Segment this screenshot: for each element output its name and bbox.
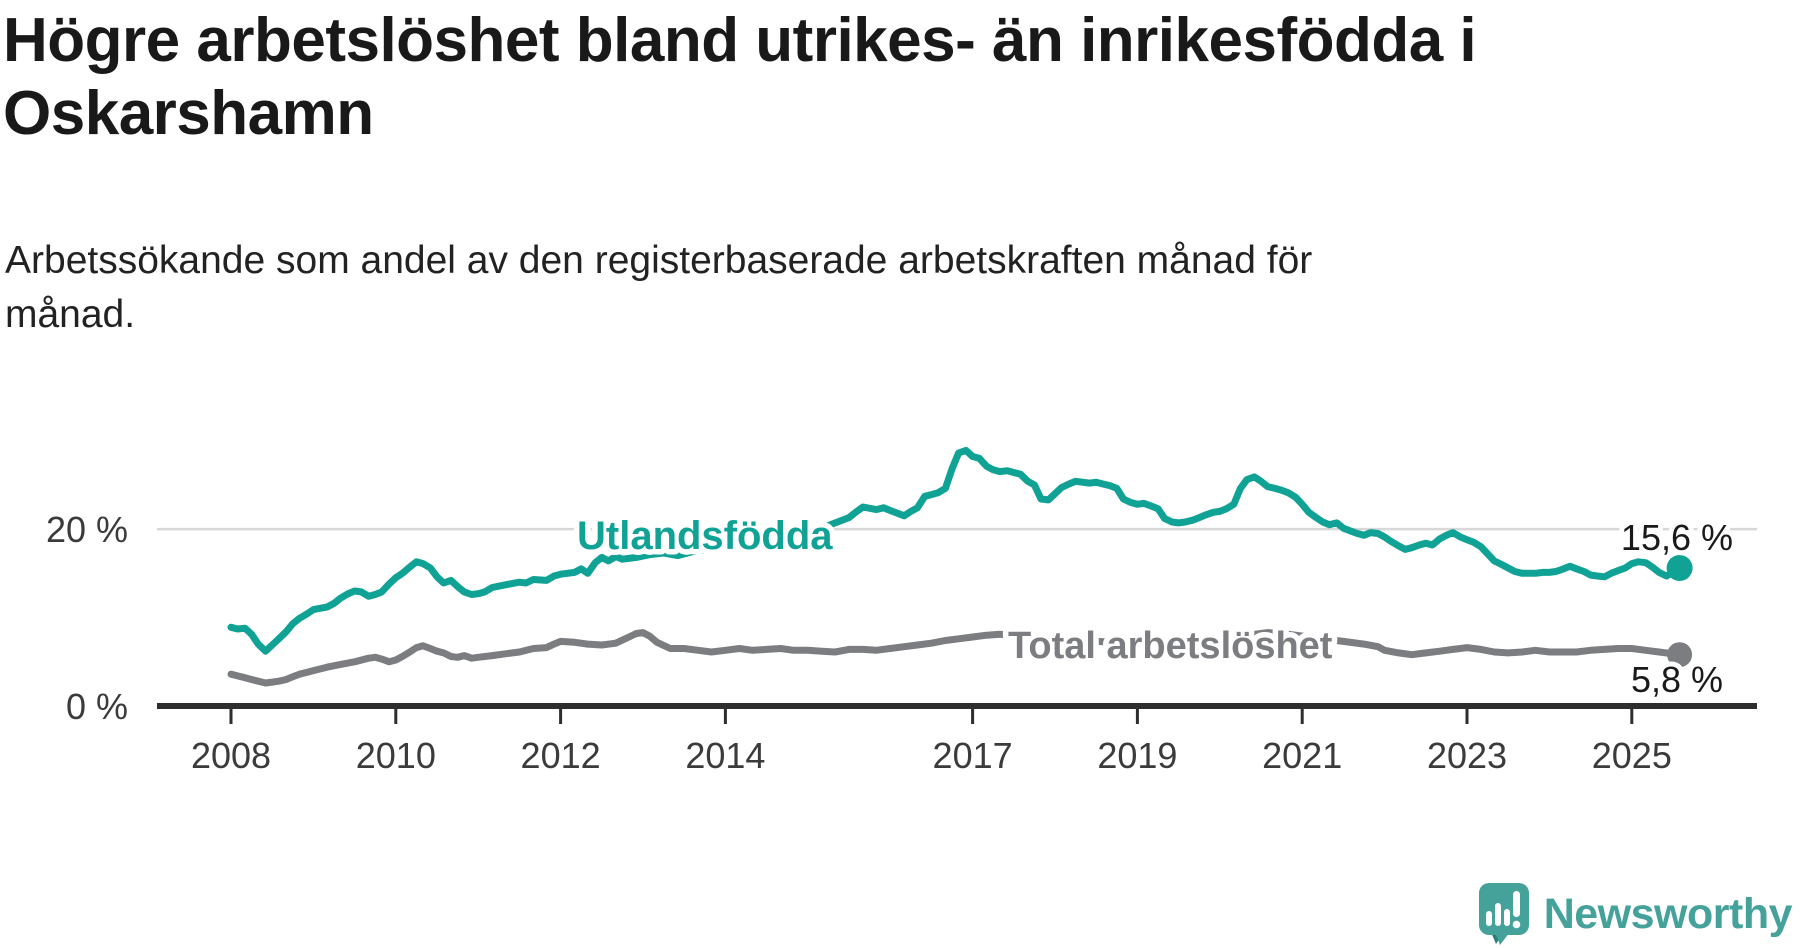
line-series-1 — [227, 629, 1684, 687]
chart-subtitle-line-1: Arbetssökande som andel av den registerb… — [5, 239, 1313, 282]
y-tick-label-20: 20 % — [46, 509, 128, 550]
newsworthy-wordmark: Newsworthy — [1543, 890, 1793, 938]
x-tick-label-2019: 2019 — [1097, 735, 1177, 776]
page-title: Högre arbetslöshet bland utrikes- än inr… — [3, 4, 1483, 150]
speech-bubble-bar-chart-icon — [1478, 883, 1529, 945]
x-tick-label-2021: 2021 — [1262, 735, 1342, 776]
x-tick-label-2014: 2014 — [685, 735, 765, 776]
series-label-0: Utlandsfödda — [577, 514, 833, 558]
x-tick-label-2008: 2008 — [191, 735, 271, 776]
page-title-line-2: Oskarshamn — [3, 79, 374, 148]
x-tick-label-2012: 2012 — [521, 735, 601, 776]
x-tick-label-2010: 2010 — [356, 735, 436, 776]
line-series-0 — [227, 446, 1684, 655]
y-tick-label-0: 0 % — [66, 686, 128, 727]
x-tick-label-2025: 2025 — [1592, 735, 1672, 776]
page-title-line-1: Högre arbetslöshet bland utrikes- än inr… — [3, 6, 1477, 75]
series-label-1: Total arbetslöshet — [1008, 625, 1333, 667]
newsworthy-logo: Newsworthy — [1478, 882, 1793, 946]
end-dot-series-1 — [1667, 642, 1693, 668]
chart-subtitle-line-2: månad. — [5, 293, 136, 336]
x-tick-label-2017: 2017 — [933, 735, 1013, 776]
chart-subtitle: Arbetssökande som andel av den registerb… — [5, 234, 1465, 342]
x-tick-label-2023: 2023 — [1427, 735, 1507, 776]
end-value-label-series-0: 15,6 % — [1621, 517, 1733, 558]
end-dot-series-0 — [1666, 555, 1693, 582]
end-value-label-series-1: 5,8 % — [1631, 659, 1723, 700]
